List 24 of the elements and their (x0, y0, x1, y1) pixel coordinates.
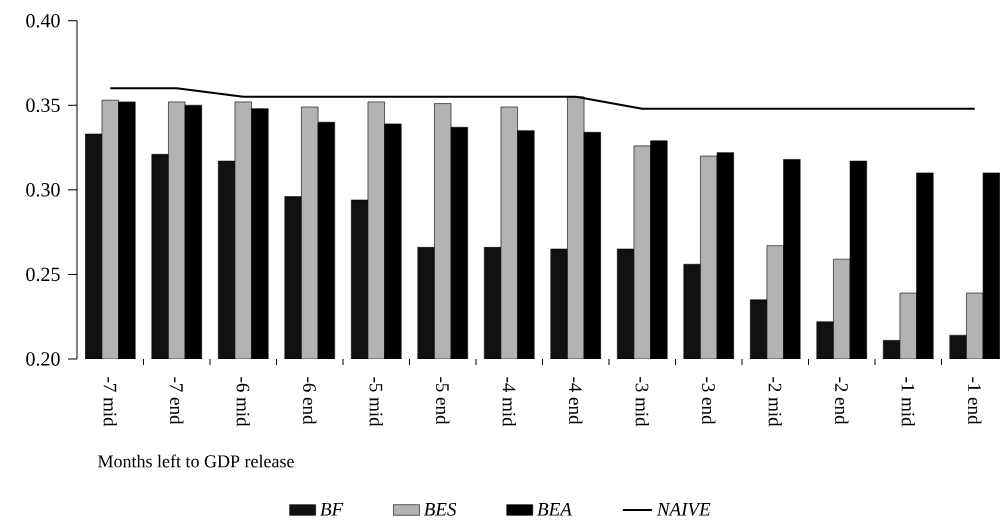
x-tick-label: -4 mid (502, 377, 516, 427)
x-tick-label: -7 mid (103, 377, 117, 427)
legend-label: BEA (537, 502, 572, 516)
y-tick-label: 0.20 (26, 352, 60, 366)
x-tick-label: -3 mid (635, 377, 649, 427)
y-tick-label: 0.35 (26, 98, 60, 113)
x-tick-label: -5 mid (369, 377, 383, 427)
y-tick-label: 0.40 (26, 13, 60, 28)
x-tick-label: -6 mid (236, 377, 250, 427)
x-tick-label: -2 mid (768, 377, 782, 427)
x-tick-label: -7 end (170, 377, 184, 425)
legend-label: BF (320, 503, 344, 516)
x-tick-label: -4 end (569, 377, 583, 425)
legend-label: BES (423, 502, 457, 516)
x-tick-label: -2 end (835, 377, 849, 425)
y-tick-label: 0.25 (26, 267, 60, 282)
x-tick-label: -1 mid (901, 377, 915, 427)
x-axis-title: Months left to GDP release (98, 454, 294, 468)
x-tick-label: -1 end (968, 377, 982, 425)
x-tick-label: -3 end (702, 377, 716, 425)
y-tick-label: 0.30 (26, 183, 60, 197)
legend-label: NAIVE (656, 502, 711, 516)
x-tick-label: -5 end (436, 377, 450, 425)
x-tick-label: -6 end (303, 377, 317, 425)
